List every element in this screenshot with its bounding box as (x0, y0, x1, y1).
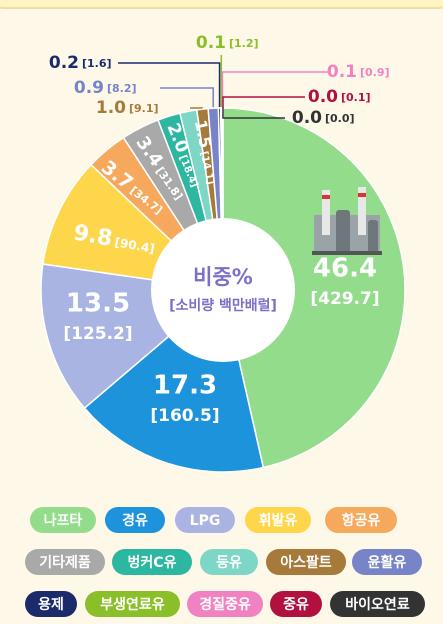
volume-label: [0.1] (341, 91, 371, 104)
chart: 46.4[429.7]17.3[160.5]13.5[125.2]9.8[90.… (0, 0, 443, 624)
volume-label: [0.9] (360, 66, 390, 79)
volume-label: [125.2] (63, 324, 132, 344)
legend-label: 바이오연료 (345, 596, 410, 613)
value-label: 1.0 (96, 98, 126, 118)
value-label: 46.4 (313, 254, 377, 284)
legend-label: LPG (190, 513, 221, 529)
legend-label: 등유 (216, 555, 242, 571)
center-title: 비중% (193, 265, 253, 289)
value-label: 0.0 (292, 108, 322, 128)
volume-label: [9.1] (129, 102, 159, 115)
volume-label: [160.5] (150, 406, 219, 426)
value-label: 0.1 (327, 62, 357, 82)
legend-label: 경질중유 (199, 596, 251, 613)
legend-label: 용제 (38, 597, 64, 613)
volume-label: [8.2] (107, 82, 137, 95)
legend-label: 기타제품 (39, 555, 91, 571)
slice-label: 13.5 [125.2] (63, 289, 132, 345)
leader-line (223, 97, 305, 107)
legend-label: 나프타 (44, 513, 83, 529)
value-label: 17.3 (153, 371, 217, 401)
volume-label: [0.0] (325, 112, 355, 125)
legend-label: 벙커C유 (128, 555, 177, 571)
legend-label: 경유 (122, 512, 148, 529)
value-label: 0.0 (308, 87, 338, 107)
center-hole (151, 218, 295, 362)
value-label: 13.5 (66, 289, 130, 319)
volume-label: [1.6] (82, 57, 112, 70)
legend-label: 부생연료유 (100, 597, 165, 613)
slice-label: 17.3 [160.5] (150, 371, 219, 427)
value-label: 0.9 (74, 78, 104, 98)
leader-line (160, 88, 213, 107)
legend-label: 중유 (283, 597, 309, 613)
volume-label: [1.2] (229, 37, 259, 50)
legend-label: 항공유 (342, 512, 381, 529)
slice-label: 46.4 [429.7] (310, 254, 379, 310)
volume-label: [429.7] (310, 289, 379, 309)
top-banner (0, 0, 443, 8)
value-label: 0.2 (49, 53, 79, 73)
value-label: 0.1 (196, 33, 226, 53)
legend-label: 아스팔트 (280, 554, 332, 571)
legend-label: 윤활유 (368, 554, 407, 571)
legend-label: 휘발유 (259, 512, 298, 529)
center-subtitle: [소비량 백만배럴] (169, 298, 277, 314)
